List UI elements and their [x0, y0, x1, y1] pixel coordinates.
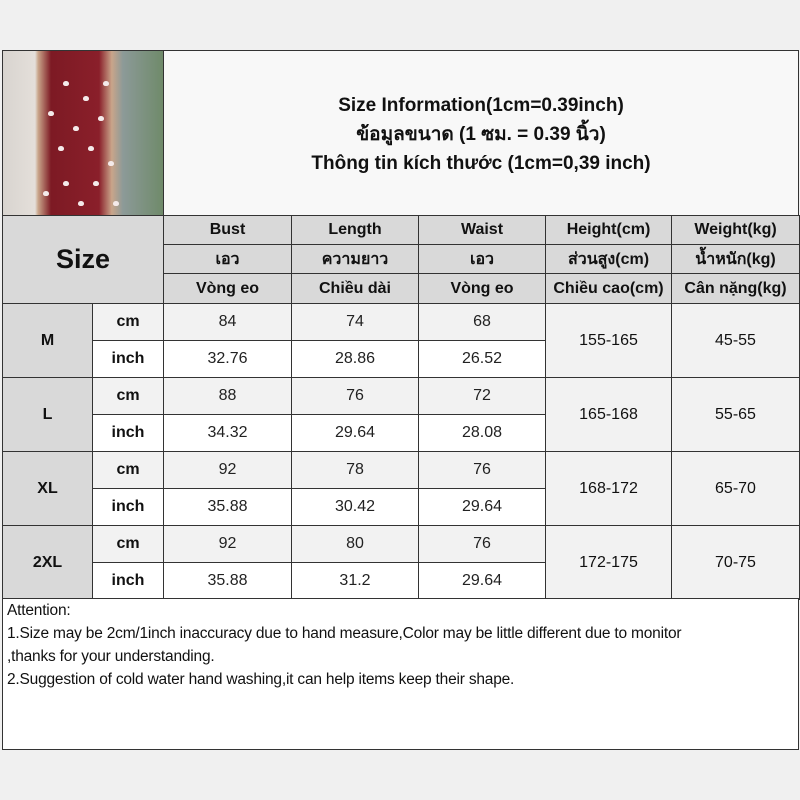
- height-range: 168-172: [545, 451, 672, 526]
- heart-print: [43, 191, 49, 196]
- table-cell: 28.08: [418, 414, 546, 452]
- attention-heading: Attention:: [7, 602, 71, 619]
- column-header: Chiều dài: [291, 273, 419, 305]
- unit-cm: cm: [92, 303, 164, 341]
- size-label: M: [2, 303, 93, 378]
- unit-cm: cm: [92, 525, 164, 563]
- heart-print: [83, 96, 89, 101]
- weight-range: 70-75: [671, 525, 800, 600]
- unit-inch: inch: [92, 340, 164, 378]
- column-header: ความยาว: [291, 244, 419, 274]
- attention-line-3: 2.Suggestion of cold water hand washing,…: [7, 671, 515, 688]
- heart-print: [63, 181, 69, 186]
- heart-print: [63, 81, 69, 86]
- heart-print: [78, 201, 84, 206]
- table-cell: 68: [418, 303, 546, 341]
- title-th: ข้อมูลขนาด (1 ซม. = 0.39 นิ้ว): [356, 124, 606, 145]
- height-range: 165-168: [545, 377, 672, 452]
- column-header: ส่วนสูง(cm): [545, 244, 672, 274]
- unit-inch: inch: [92, 562, 164, 600]
- size-label: XL: [2, 451, 93, 526]
- column-header: Waist: [418, 215, 546, 245]
- heart-print: [103, 81, 109, 86]
- title-en: Size Information(1cm=0.39inch): [338, 95, 624, 116]
- column-header: น้ำหนัก(kg): [671, 244, 800, 274]
- title-vi: Thông tin kích thước (1cm=0,39 inch): [311, 153, 651, 174]
- table-cell: 29.64: [418, 562, 546, 600]
- heart-print: [98, 116, 104, 121]
- table-cell: 32.76: [163, 340, 292, 378]
- column-header: Cân nặng(kg): [671, 273, 800, 305]
- size-label: L: [2, 377, 93, 452]
- table-cell: 76: [291, 377, 419, 415]
- table-cell: 92: [163, 451, 292, 489]
- table-cell: 80: [291, 525, 419, 563]
- table-cell: 34.32: [163, 414, 292, 452]
- table-cell: 84: [163, 303, 292, 341]
- table-cell: 29.64: [291, 414, 419, 452]
- table-cell: 26.52: [418, 340, 546, 378]
- column-header: Chiều cao(cm): [545, 273, 672, 305]
- unit-cm: cm: [92, 377, 164, 415]
- height-range: 172-175: [545, 525, 672, 600]
- table-cell: 88: [163, 377, 292, 415]
- attention-notes: Attention: 1.Size may be 2cm/1inch inacc…: [2, 598, 799, 750]
- table-cell: 31.2: [291, 562, 419, 600]
- column-header: Vòng eo: [418, 273, 546, 305]
- heart-print: [108, 161, 114, 166]
- column-header: Weight(kg): [671, 215, 800, 245]
- table-cell: 76: [418, 525, 546, 563]
- weight-range: 45-55: [671, 303, 800, 378]
- heart-print: [73, 126, 79, 131]
- column-header: เอว: [163, 244, 292, 274]
- unit-inch: inch: [92, 414, 164, 452]
- product-photo: [2, 50, 164, 216]
- heart-print: [113, 201, 119, 206]
- column-header: เอว: [418, 244, 546, 274]
- table-cell: 35.88: [163, 562, 292, 600]
- weight-range: 65-70: [671, 451, 800, 526]
- heart-print: [58, 146, 64, 151]
- size-label: 2XL: [2, 525, 93, 600]
- table-cell: 72: [418, 377, 546, 415]
- attention-line-1: 1.Size may be 2cm/1inch inaccuracy due t…: [7, 625, 682, 642]
- heart-print: [93, 181, 99, 186]
- table-cell: 92: [163, 525, 292, 563]
- height-range: 155-165: [545, 303, 672, 378]
- unit-inch: inch: [92, 488, 164, 526]
- heart-print: [48, 111, 54, 116]
- attention-line-2: ,thanks for your understanding.: [7, 648, 215, 665]
- weight-range: 55-65: [671, 377, 800, 452]
- table-cell: 74: [291, 303, 419, 341]
- unit-cm: cm: [92, 451, 164, 489]
- column-header: Height(cm): [545, 215, 672, 245]
- table-cell: 29.64: [418, 488, 546, 526]
- column-header: Length: [291, 215, 419, 245]
- table-cell: 28.86: [291, 340, 419, 378]
- title-block: Size Information(1cm=0.39inch) ข้อมูลขนา…: [163, 50, 799, 216]
- column-header: Vòng eo: [163, 273, 292, 305]
- heart-print: [88, 146, 94, 151]
- table-cell: 76: [418, 451, 546, 489]
- table-cell: 78: [291, 451, 419, 489]
- table-cell: 30.42: [291, 488, 419, 526]
- table-cell: 35.88: [163, 488, 292, 526]
- column-header: Bust: [163, 215, 292, 245]
- size-header: Size: [2, 215, 164, 304]
